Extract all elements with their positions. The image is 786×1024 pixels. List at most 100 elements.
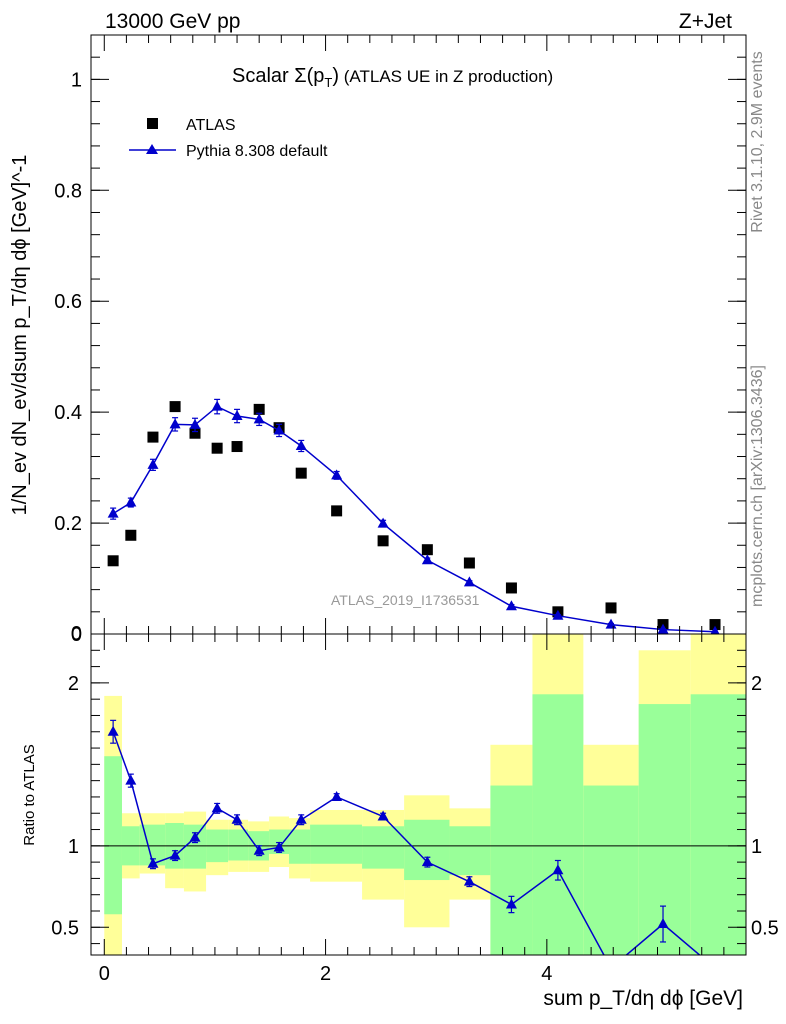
atlas-point [189, 427, 201, 439]
band-green-bin [449, 826, 491, 876]
ratio-point [505, 898, 517, 909]
band-green-bin [404, 819, 450, 881]
main-y-tick-label: 0 [71, 624, 82, 646]
pythia-point [107, 507, 119, 518]
ratio-point [273, 841, 285, 852]
main-y-zero-label: 0 [71, 623, 82, 645]
legend: ATLAS Pythia 8.308 default [129, 117, 328, 160]
ratio-point [657, 918, 669, 929]
main-panel-plot-area [107, 398, 721, 634]
atlas-point [147, 431, 159, 443]
ratio-point [606, 962, 617, 972]
main-y-tick-label: 0.4 [54, 402, 82, 424]
band-green-bin [690, 694, 746, 955]
band-green-bin [532, 694, 584, 955]
ratio-point [331, 790, 343, 801]
pythia-point [169, 418, 181, 429]
ratio-point [552, 864, 564, 875]
atlas-point [463, 557, 475, 569]
atlas-point [377, 535, 389, 547]
atlas-point [169, 401, 181, 413]
energy-label: 13000 GeV pp [105, 10, 240, 33]
band-green-bin [583, 785, 639, 955]
band-green-bin [362, 826, 405, 869]
pythia-point [710, 625, 720, 634]
ratio-y-tick-label-left: 0.5 [51, 917, 79, 939]
band-green-bin [289, 829, 311, 864]
pythia-point [147, 458, 159, 469]
ratio-point [377, 810, 389, 821]
pythia-point [421, 554, 433, 565]
ratio-y-tick-label-left: 2 [68, 673, 79, 695]
x-tick-label: 2 [320, 963, 331, 985]
atlas-point [421, 544, 433, 556]
atlas-point [331, 505, 343, 517]
ratio-uncertainty-bands [104, 634, 746, 955]
atlas-point [125, 529, 137, 541]
ratio-point [231, 813, 243, 824]
ratio-y-axis-label: Ratio to ATLAS [21, 744, 38, 845]
axis-ticks: 00.20.40.60.810 2 40.5 0.51 12 20 [51, 35, 779, 985]
band-green-bin [310, 824, 363, 864]
band-green-bin [228, 829, 249, 861]
x-tick-label: 0 [99, 963, 110, 985]
ratio-point [169, 849, 181, 860]
pythia-point [657, 623, 669, 634]
ratio-point [421, 856, 433, 867]
pythia-point [463, 576, 475, 587]
x-tick-label: 4 [541, 963, 552, 985]
band-green-bin [104, 756, 122, 915]
atlas-point [605, 602, 617, 614]
ratio-point [710, 962, 721, 972]
pythia-point [505, 600, 517, 611]
pythia-point [331, 469, 343, 480]
ratio-point [189, 831, 201, 842]
ratio-point [107, 725, 119, 736]
ratio-y-tick-label-right: 1 [751, 836, 762, 858]
band-green-bin [183, 824, 207, 869]
ratio-y-tick-label-right: 0.5 [751, 917, 779, 939]
mcplots-label: mcplots.cern.ch [arXiv:1306.3436] [749, 365, 766, 607]
atlas-point [107, 555, 119, 567]
band-green-bin [490, 785, 533, 955]
analysis-watermark: ATLAS_2019_I1736531 [331, 592, 480, 608]
pythia-point [125, 496, 137, 507]
main-y-axis-label: 1/N_ev dN_ev/dsum p_T/dη dϕ [GeV]^-1 [9, 155, 31, 516]
chart-title: Scalar Σ(pT) (ATLAS UE in Z production) [232, 65, 553, 90]
ratio-y-tick-label-right: 2 [751, 673, 762, 695]
pythia-point [377, 517, 389, 528]
pythia-point [552, 609, 564, 620]
rivet-label: Rivet 3.1.10, 2.9M events [749, 51, 766, 232]
ratio-y-tick-label-left: 1 [68, 836, 79, 858]
ratio-point [463, 875, 475, 886]
main-y-tick-label: 0.6 [54, 291, 82, 313]
ratio-point [295, 813, 307, 824]
atlas-point [231, 441, 243, 453]
x-axis-label: sum p_T/dη dϕ [GeV] [543, 987, 743, 1010]
atlas-point [253, 403, 265, 415]
atlas-point [505, 582, 517, 594]
process-label: Z+Jet [679, 10, 732, 33]
ratio-point [211, 802, 223, 813]
band-green-bin [638, 704, 691, 955]
atlas-point [211, 442, 223, 454]
legend-atlas-marker [147, 118, 158, 129]
pythia-point [211, 400, 223, 411]
legend-atlas-label: ATLAS [186, 117, 236, 134]
atlas-point [295, 467, 307, 479]
main-y-tick-label: 0.8 [54, 180, 82, 202]
ratio-point [253, 844, 265, 855]
pythia-point [189, 418, 201, 429]
pythia-point [253, 413, 265, 424]
main-y-tick-label: 0.2 [54, 513, 82, 535]
ratio-point [147, 857, 159, 868]
pythia-point [605, 618, 617, 629]
pythia-point [231, 410, 243, 421]
legend-pythia-label: Pythia 8.308 default [186, 143, 328, 160]
pythia-point [295, 439, 307, 450]
pythia-point [273, 424, 285, 435]
ratio-panel-plot-area [91, 719, 746, 972]
atlas-point [709, 619, 721, 631]
main-y-tick-label: 1 [71, 69, 82, 91]
